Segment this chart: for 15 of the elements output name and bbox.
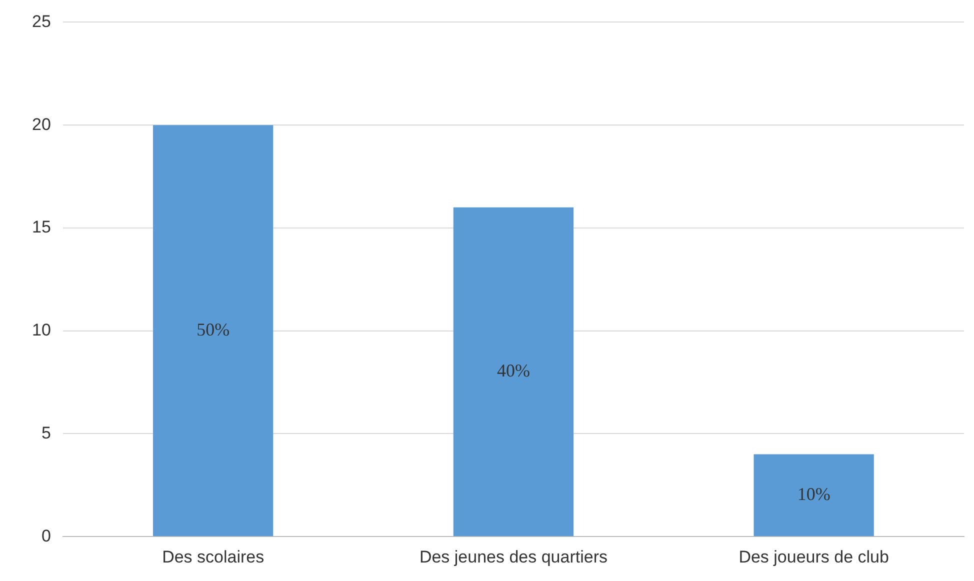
y-tick-label: 20 <box>32 114 51 134</box>
annotation: 50% <box>196 319 230 340</box>
annotation: 10% <box>797 484 830 504</box>
x-tick-label: Des jeunes des quartiers <box>419 547 608 566</box>
annotation: 40% <box>496 360 530 380</box>
bar <box>153 125 274 536</box>
y-tick-label: 15 <box>32 218 51 237</box>
x-tick-label: Des joueurs de club <box>738 547 889 566</box>
y-tick-label: 25 <box>32 12 51 31</box>
bar <box>453 207 574 536</box>
y-tick-label: 10 <box>32 320 51 340</box>
x-tick-label: Des scolaires <box>162 547 264 566</box>
y-tick-label: 5 <box>41 423 51 442</box>
y-tick-label: 0 <box>41 526 51 546</box>
bar <box>754 454 874 536</box>
